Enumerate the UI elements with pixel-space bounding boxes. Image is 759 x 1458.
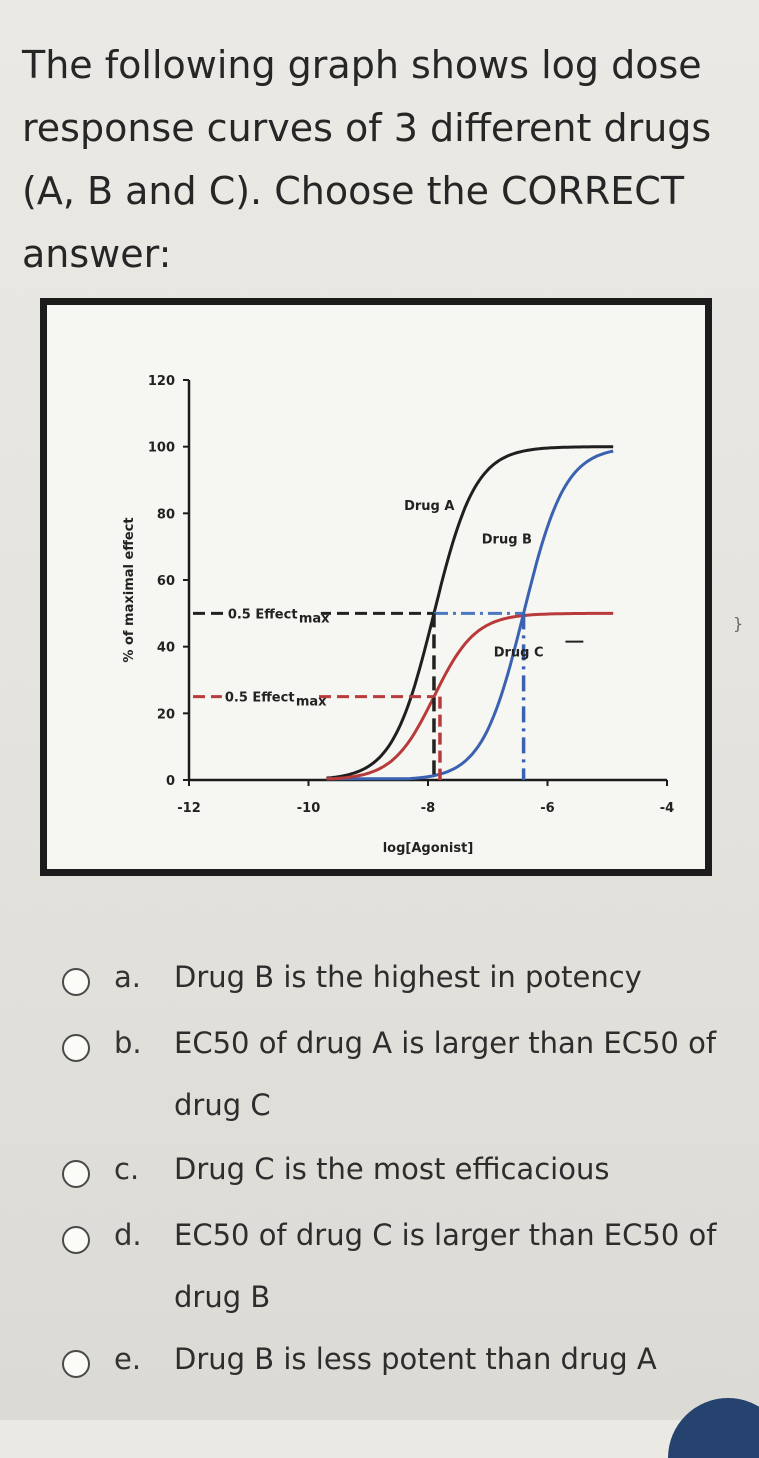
- option-c-letter: c.: [114, 1152, 140, 1186]
- half-max-label-c: 0.5 Effect: [225, 691, 295, 706]
- option-d-letter: d.: [114, 1218, 142, 1252]
- radio-c[interactable]: [62, 1160, 90, 1188]
- label-bg-c: [221, 687, 314, 706]
- radio-b[interactable]: [62, 1034, 90, 1062]
- half-max-label-ab: 0.5 Effect: [228, 607, 298, 622]
- side-mark: }: [733, 614, 744, 633]
- series-label-drug-b: Drug B: [482, 532, 532, 547]
- half-max-sub-c: max: [296, 695, 327, 710]
- label-bg-ab: [224, 604, 321, 623]
- chart-svg: 0 20 40 60 80 100 120 -12 -10 -8 -6 -4 log[Agonist]%…: [122, 374, 674, 856]
- y-tick-label: 20: [157, 707, 175, 722]
- option-e-text: Drug B is less potent than drug A: [174, 1342, 657, 1376]
- radio-e[interactable]: [62, 1350, 90, 1378]
- curve-drug-c: [326, 611, 614, 781]
- y-tick-label: 60: [157, 574, 175, 589]
- curve-drug-b: [326, 449, 614, 781]
- radio-d[interactable]: [62, 1226, 90, 1254]
- y-tick-label: 120: [148, 374, 175, 389]
- dose-response-chart: 0 20 40 60 80 100 120 -12 -10 -8 -6 -4 log[Agonist]%…: [40, 298, 712, 876]
- y-tick-label: 80: [157, 507, 175, 522]
- curve-drug-a: [326, 445, 614, 780]
- x-tick-label: -4: [660, 801, 674, 816]
- y-tick-label: 40: [157, 641, 175, 656]
- series-label-drug-c: Drug C: [494, 646, 544, 661]
- option-e-letter: e.: [114, 1342, 142, 1376]
- series-label-drug-a: Drug A: [404, 499, 454, 514]
- x-tick-label: -12: [177, 801, 201, 816]
- option-b-letter: b.: [114, 1026, 142, 1060]
- x-tick-label: -8: [421, 801, 435, 816]
- option-a-text: Drug B is the highest in potency: [174, 960, 642, 994]
- x-tick-label: -6: [540, 801, 554, 816]
- y-tick-label: 0: [166, 774, 175, 789]
- option-a-letter: a.: [114, 960, 141, 994]
- option-b-text: EC50 of drug A is larger than EC50 of dr…: [174, 1026, 717, 1122]
- half-max-sub-ab: max: [299, 611, 330, 626]
- y-axis-label: % of maximal effect: [122, 517, 137, 662]
- question-text: The following graph shows log dose respo…: [22, 43, 712, 276]
- radio-a[interactable]: [62, 968, 90, 996]
- x-tick-label: -10: [297, 801, 321, 816]
- answer-options: a. Drug B is the highest in potency b. E…: [62, 960, 717, 1378]
- y-tick-label: 100: [148, 441, 175, 456]
- option-d-text: EC50 of drug C is larger than EC50 of dr…: [174, 1218, 717, 1314]
- option-c-text: Drug C is the most efficacious: [174, 1152, 610, 1186]
- x-axis-label: log[Agonist]: [383, 841, 474, 856]
